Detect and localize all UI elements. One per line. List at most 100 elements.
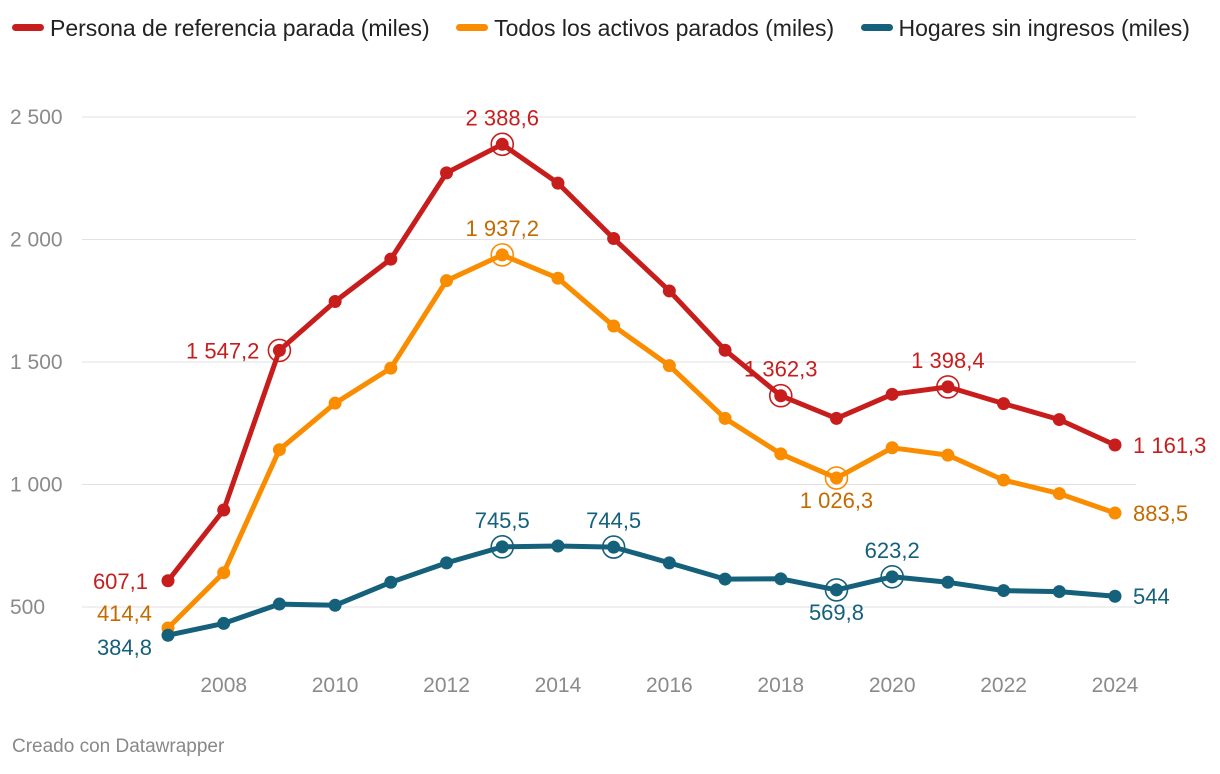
data-point [662,359,676,373]
data-label: 1 362,3 [744,357,817,382]
highlight-ring [267,338,292,363]
footer-credit: Creado con Datawrapper [12,736,225,757]
data-point [495,137,509,151]
data-point [829,411,843,425]
data-point [328,598,342,612]
data-label: 607,1 [93,569,148,594]
legend-item-hogares-sin-ingresos: Hogares sin ingresos (miles) [860,10,1190,46]
data-point [997,473,1011,487]
x-tick-label: 2010 [312,674,359,697]
legend-label: Persona de referencia parada (miles) [50,15,430,41]
data-point [551,176,565,190]
highlight-ring [490,132,515,157]
highlight-ring [601,535,626,559]
data-point [495,540,509,554]
data-point [551,271,565,285]
data-point [607,232,621,246]
y-tick-label: 2 500 [10,106,63,129]
data-point [384,252,398,266]
data-point [1108,589,1122,603]
data-point [997,397,1011,411]
x-tick-label: 2022 [980,674,1027,697]
data-point [440,166,454,180]
data-point [217,566,231,580]
data-point [161,574,175,588]
y-tick-label: 2 000 [10,229,63,252]
data-label: 384,8 [97,635,152,660]
data-point [885,387,899,401]
series-line-1 [165,252,1118,631]
data-label: 745,5 [475,508,530,533]
data-label: 544 [1133,584,1170,609]
data-label: 744,5 [586,508,641,533]
x-tick-label: 2014 [535,674,582,697]
data-point [941,448,955,462]
data-label: 623,2 [865,538,920,563]
highlight-ring [824,466,849,490]
data-point [941,575,955,589]
highlight-ring [768,383,793,408]
legend-swatch-red [12,24,44,32]
data-label: 1 937,2 [466,216,539,241]
highlight-ring [824,578,849,602]
data-point [272,443,286,457]
data-label: 569,8 [809,600,864,625]
data-point [272,597,286,611]
data-label: 2 388,6 [466,105,539,130]
data-point [440,556,454,570]
data-point [272,343,286,357]
data-point [328,396,342,410]
highlight-ring [880,565,904,589]
data-point [774,447,788,461]
y-tick-label: 1 000 [10,474,63,497]
data-label: 1 547,2 [186,338,259,363]
x-tick-label: 2008 [200,674,247,697]
data-point [885,570,899,584]
data-point [217,503,231,517]
data-point [607,319,621,333]
data-label: 1 398,4 [911,348,984,373]
x-tick-label: 2020 [869,674,916,697]
x-tick-label: 2012 [423,674,470,697]
data-point [551,539,565,553]
data-label: 1 026,3 [800,488,873,513]
x-tick-label: 2018 [757,674,804,697]
highlight-ring [490,243,515,267]
series-line-2 [165,543,1118,638]
data-point [1052,487,1066,501]
x-tick-label: 2016 [646,674,693,697]
data-point [607,540,621,554]
data-point [440,274,454,288]
legend-unit: (miles) [1120,15,1190,41]
legend-label: Hogares sin ingresos [898,15,1115,41]
legend-swatch-blue [860,24,893,32]
data-point [217,616,231,630]
x-tick-label: 2024 [1092,674,1139,697]
data-point [774,572,788,586]
legend-swatch-orange [456,24,489,32]
data-point [718,572,732,586]
highlight-ring [936,375,960,399]
legend-label: Todos los activos parados (miles) [494,15,835,41]
data-point [829,583,843,597]
data-point [161,628,175,642]
y-tick-label: 500 [10,596,45,619]
data-point [829,471,843,485]
data-point [1052,413,1066,427]
data-point [662,284,676,298]
legend-item-todos-activos: Todos los activos parados (miles) [456,10,834,46]
data-point [941,380,955,394]
data-point [718,343,732,357]
data-label: 883,5 [1133,501,1188,526]
series-line-0 [165,141,1118,584]
y-tick-label: 1 500 [10,351,63,374]
data-point [774,389,788,403]
data-point [1108,506,1122,520]
data-point [328,294,342,308]
data-point [495,248,509,262]
data-point [1108,438,1122,452]
highlight-ring [490,535,515,559]
data-point [384,361,398,375]
data-point [662,556,676,570]
data-point [384,575,398,589]
